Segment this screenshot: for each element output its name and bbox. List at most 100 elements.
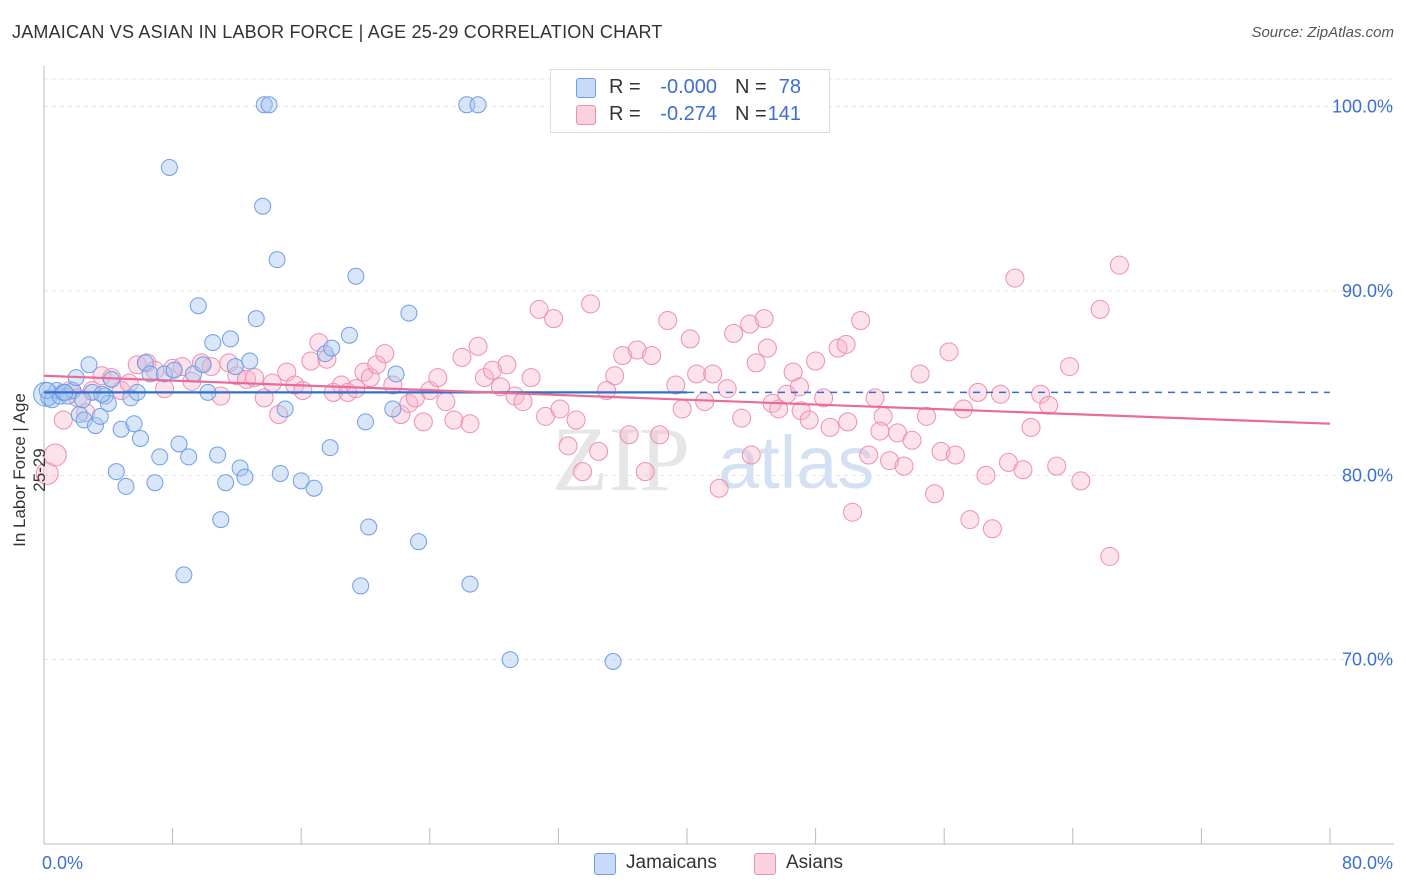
jamaicans-point xyxy=(323,339,341,357)
jamaicans-points xyxy=(33,96,622,671)
asians-point xyxy=(529,299,549,319)
asians-point xyxy=(680,329,700,349)
asians-point xyxy=(573,462,593,482)
y-tick-label: 100.0% xyxy=(1332,97,1393,117)
jamaicans-point xyxy=(125,415,143,433)
asians-point xyxy=(468,336,488,356)
jamaicans-point xyxy=(136,354,154,372)
asians-point xyxy=(92,366,112,386)
asians-point xyxy=(836,334,856,354)
jamaicans-point xyxy=(212,511,230,529)
asians-point xyxy=(859,445,879,465)
trend-lines xyxy=(43,374,1331,425)
asians-point xyxy=(513,392,533,412)
source-label: Source: ZipAtlas.com xyxy=(1251,24,1394,41)
asians-point xyxy=(605,366,625,386)
asians-point xyxy=(317,349,337,369)
chart-title: JAMAICAN VS ASIAN IN LABOR FORCE | AGE 2… xyxy=(12,22,663,42)
jamaicans-point xyxy=(247,310,265,328)
asians-point xyxy=(474,368,494,388)
jamaicans-point xyxy=(236,468,254,486)
bottom-label-asians: Asians xyxy=(786,852,844,873)
asians-point xyxy=(806,351,826,371)
asians-point xyxy=(843,502,863,522)
watermark: ZIP atlas xyxy=(552,408,874,510)
asians-point xyxy=(894,456,914,476)
bottom-swatch-asians xyxy=(754,853,776,875)
asians-point xyxy=(1039,395,1059,415)
asians-point xyxy=(558,436,578,456)
jamaicans-point xyxy=(347,267,365,285)
y-tick-label: 90.0% xyxy=(1342,281,1393,301)
jamaicans-point xyxy=(469,96,487,114)
legend-n-value: 78 xyxy=(778,76,801,98)
jamaicans-point xyxy=(112,420,130,438)
asians-point xyxy=(990,384,1010,404)
asians-point xyxy=(1071,471,1091,491)
asians-point xyxy=(687,364,707,384)
jamaicans-point xyxy=(131,429,149,447)
legend-r-label: R = xyxy=(609,103,641,125)
asians-point xyxy=(1031,384,1051,404)
asians-point xyxy=(1060,357,1080,377)
jamaicans-point xyxy=(360,518,378,536)
jamaicans-point xyxy=(146,474,164,492)
asians-point xyxy=(544,309,564,329)
asians-point xyxy=(1005,268,1025,288)
jamaicans-point xyxy=(175,566,193,584)
asians-point xyxy=(497,355,517,375)
asians-point xyxy=(1047,456,1067,476)
jamaicans-point xyxy=(305,479,323,497)
asians-point xyxy=(375,344,395,364)
jamaicans-point xyxy=(400,304,418,322)
asians-point xyxy=(650,425,670,445)
legend-n-value: 141 xyxy=(767,103,801,125)
asians-point xyxy=(428,368,448,388)
jamaicans-point xyxy=(117,477,135,495)
jamaicans-point xyxy=(321,439,339,457)
jamaicans-point xyxy=(93,385,111,403)
legend-swatch-jamaicans xyxy=(576,78,596,98)
asians-trend-line xyxy=(43,374,1331,425)
asians-point xyxy=(939,342,959,362)
jamaicans-point xyxy=(141,365,159,383)
y-tick-labels: 70.0% 80.0% 90.0% 100.0% xyxy=(1332,97,1393,670)
jamaicans-point xyxy=(217,474,235,492)
asians-point xyxy=(769,399,789,419)
legend-swatch-asians xyxy=(576,105,596,125)
jamaicans-point xyxy=(221,330,239,348)
jamaicans-point xyxy=(160,158,178,176)
jamaicans-point xyxy=(80,356,98,374)
x-tick-labels: 0.0% 80.0% xyxy=(42,853,1393,873)
asians-point xyxy=(838,412,858,432)
legend-row-asians: R = -0.274 N = 141 xyxy=(551,101,829,127)
jamaicans-point xyxy=(501,651,519,669)
legend-r-value: -0.274 xyxy=(660,103,717,125)
legend-row-jamaicans: R = -0.000 N = 78 xyxy=(551,74,829,100)
jamaicans-point xyxy=(86,417,104,435)
asians-point xyxy=(566,410,586,430)
asians-point xyxy=(724,323,744,343)
asians-point xyxy=(820,417,840,437)
jamaicans-point xyxy=(410,533,428,551)
jamaicans-point xyxy=(231,459,249,477)
asians-point xyxy=(1100,546,1120,566)
asians-point xyxy=(1013,460,1033,480)
asians-point xyxy=(672,399,692,419)
asians-point xyxy=(814,388,834,408)
asians-point xyxy=(757,338,777,358)
asians-point xyxy=(902,430,922,450)
legend-n-label: N = xyxy=(735,103,767,125)
jamaicans-point xyxy=(204,334,222,352)
asians-point xyxy=(1109,255,1129,275)
asians-point xyxy=(976,465,996,485)
asians-point xyxy=(703,364,723,384)
asians-point xyxy=(589,441,609,461)
asians-point xyxy=(367,355,387,375)
legend-r-value: -0.000 xyxy=(660,76,717,98)
asians-point xyxy=(53,410,73,430)
bottom-swatch-jamaicans xyxy=(594,853,616,875)
asians-point xyxy=(444,410,464,430)
asians-point xyxy=(399,393,419,413)
